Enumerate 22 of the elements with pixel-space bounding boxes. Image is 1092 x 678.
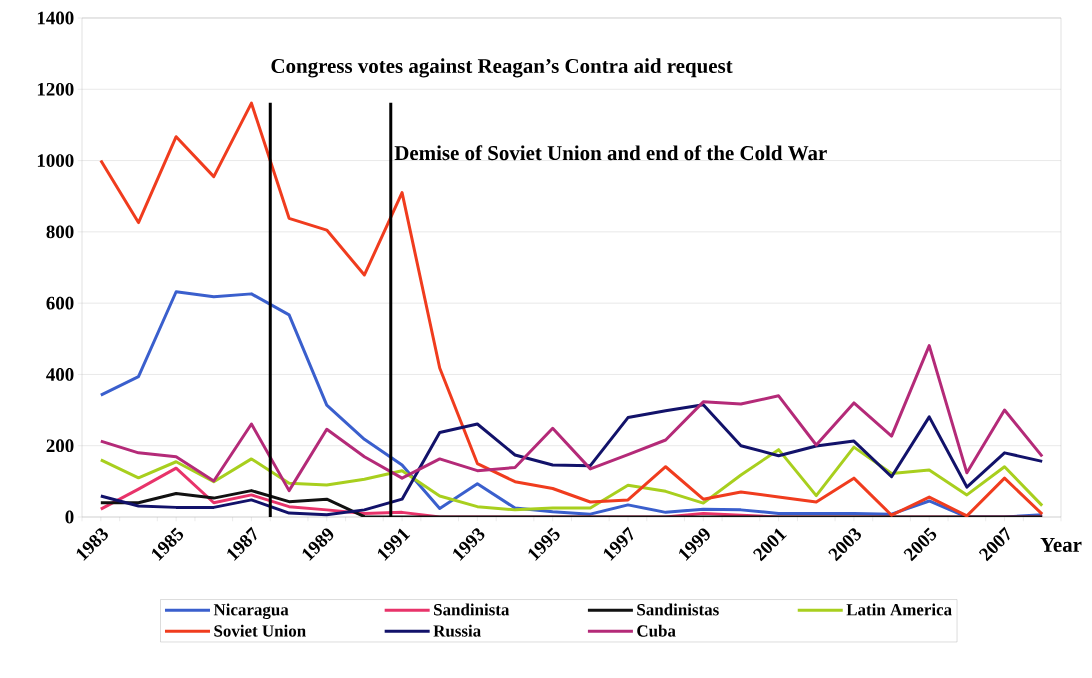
y-tick-label: 200 — [46, 439, 74, 453]
ref-line-label: Congress votes against Reagan’s Contra aid request — [271, 58, 733, 78]
y-tick-label: 800 — [46, 225, 74, 239]
y-tick-label: 1400 — [37, 11, 74, 25]
x-axis-title: Year — [1040, 537, 1082, 552]
y-tick-label: 1000 — [37, 154, 74, 167]
legend-label: Cuba — [637, 624, 676, 637]
legend-label: Soviet Union — [214, 624, 306, 637]
legend-label: Sandinista — [434, 603, 510, 616]
y-tick-label: 0 — [65, 510, 74, 524]
legend-label: Sandinistas — [637, 603, 719, 616]
line-series — [99, 403, 1044, 517]
line-series — [99, 101, 1044, 517]
legend-label: Nicaragua — [213, 603, 289, 619]
ref-line-label: Demise of Soviet Union and end of the Cold War — [394, 145, 827, 161]
line-series — [99, 344, 1044, 493]
y-tick-label: 600 — [46, 296, 74, 310]
line-series — [99, 445, 1044, 512]
legend-label: Latin America — [846, 603, 952, 616]
y-tick-label: 1200 — [37, 82, 74, 96]
y-tick-label: 400 — [46, 368, 74, 381]
legend-label: Russia — [433, 624, 481, 637]
